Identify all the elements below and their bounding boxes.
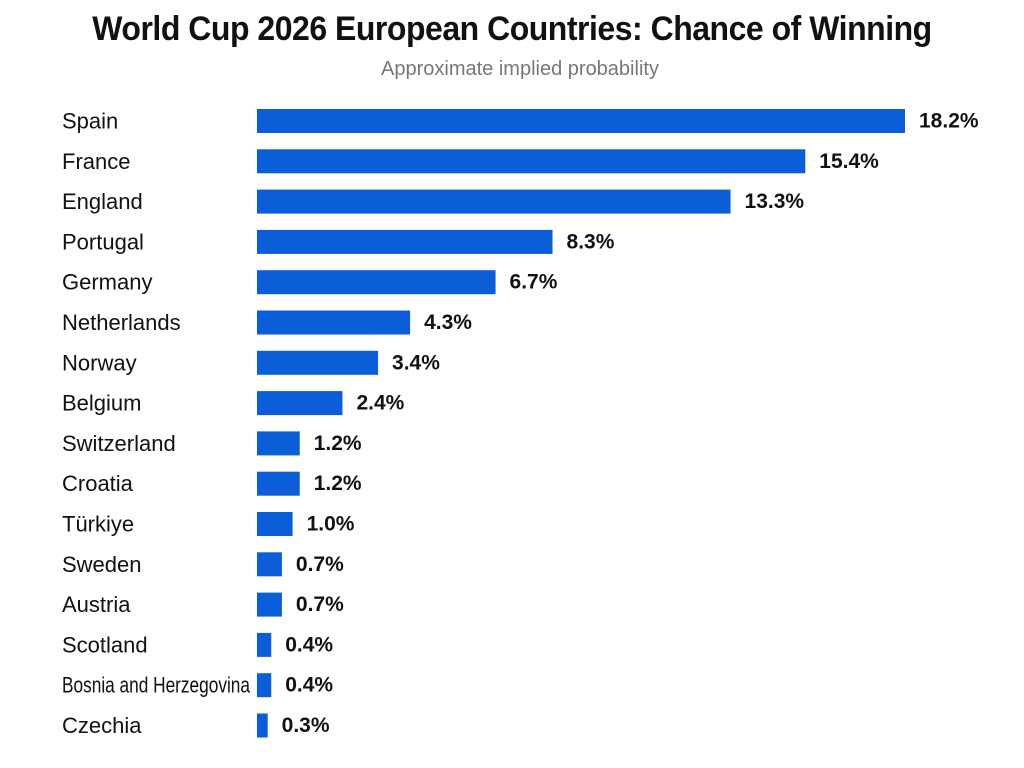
category-label: Croatia <box>62 471 134 496</box>
bar <box>257 552 282 577</box>
category-label: France <box>62 149 130 174</box>
value-label: 0.7% <box>296 593 344 616</box>
value-label: 1.2% <box>314 432 362 455</box>
bar <box>257 350 379 375</box>
chart-subtitle: Approximate implied probability <box>381 58 659 80</box>
bar <box>257 149 806 174</box>
bar <box>257 391 343 416</box>
bar <box>257 229 553 254</box>
category-label: Türkiye <box>62 512 134 537</box>
value-label: 0.3% <box>282 714 330 737</box>
bar <box>257 673 272 698</box>
value-label: 3.4% <box>392 351 440 374</box>
value-label: 4.3% <box>424 311 472 334</box>
value-label: 6.7% <box>510 271 558 294</box>
bar <box>257 189 731 214</box>
value-label: 13.3% <box>745 190 805 213</box>
bar <box>257 713 268 738</box>
category-label: Scotland <box>62 632 148 657</box>
category-label: Spain <box>62 109 118 134</box>
category-label: Switzerland <box>62 431 176 456</box>
value-label: 0.4% <box>285 633 333 656</box>
value-label: 0.4% <box>285 674 333 697</box>
value-label: 1.0% <box>307 513 355 536</box>
value-label: 18.2% <box>919 110 979 133</box>
category-label: Belgium <box>62 391 141 416</box>
category-label: Netherlands <box>62 310 181 335</box>
bar <box>257 310 411 335</box>
category-label: Sweden <box>62 552 142 577</box>
value-label: 1.2% <box>314 472 362 495</box>
value-label: 8.3% <box>567 230 615 253</box>
category-label: Austria <box>62 592 131 617</box>
value-label: 0.7% <box>296 553 344 576</box>
category-label: Czechia <box>62 713 142 738</box>
bar <box>257 592 282 617</box>
value-label: 2.4% <box>356 392 404 415</box>
category-label: Norway <box>62 350 137 375</box>
bar <box>257 431 300 456</box>
bar <box>257 270 496 295</box>
bar <box>257 471 300 496</box>
chart-title: World Cup 2026 European Countries: Chanc… <box>92 10 932 48</box>
category-label: Germany <box>62 270 152 295</box>
bar <box>257 632 272 657</box>
category-label: Portugal <box>62 229 144 254</box>
bar <box>257 109 905 133</box>
bar <box>257 512 293 536</box>
category-label: Bosnia and Herzegovina <box>62 673 251 698</box>
category-label: England <box>62 189 143 214</box>
value-label: 15.4% <box>819 150 879 173</box>
